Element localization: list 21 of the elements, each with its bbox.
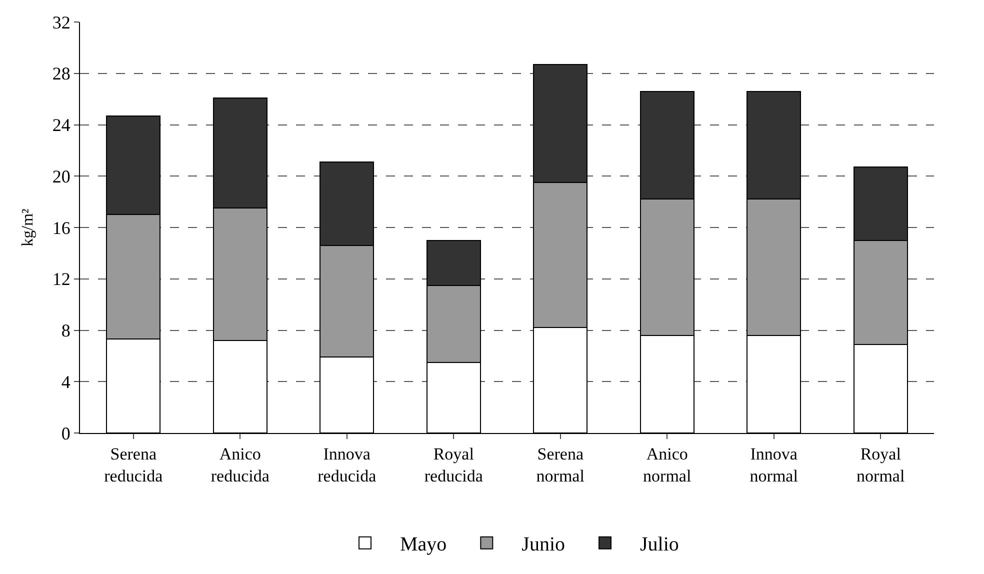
x-tick-label: Serena reducida (104, 444, 164, 486)
x-tick-label: Innova normal (750, 444, 798, 486)
x-tick-label: Royal reducida (424, 444, 484, 486)
legend-label: Julio (640, 534, 679, 556)
x-tick-label: Innova reducida (318, 444, 377, 486)
y-axis-title: kg/m² (19, 208, 36, 246)
y-tick-label: 4 (61, 372, 70, 392)
y-tick-label: 20 (52, 166, 70, 186)
y-tick-label: 0 (61, 423, 70, 444)
x-tick-label: Anico reducida (210, 444, 270, 486)
y-tick-label: 32 (52, 12, 70, 32)
legend-label: Junio (522, 534, 566, 556)
x-tick-label: Serena normal (536, 444, 585, 486)
y-tick-label: 16 (52, 218, 70, 238)
y-tick-label: 8 (61, 320, 70, 341)
x-tick-label: Anico normal (643, 444, 692, 486)
y-tick-label: 28 (52, 64, 70, 84)
x-tick-label: Royal normal (856, 444, 905, 486)
y-tick-label: 12 (52, 269, 70, 290)
y-tick-label: 24 (52, 115, 70, 136)
legend-label: Mayo (400, 534, 447, 556)
